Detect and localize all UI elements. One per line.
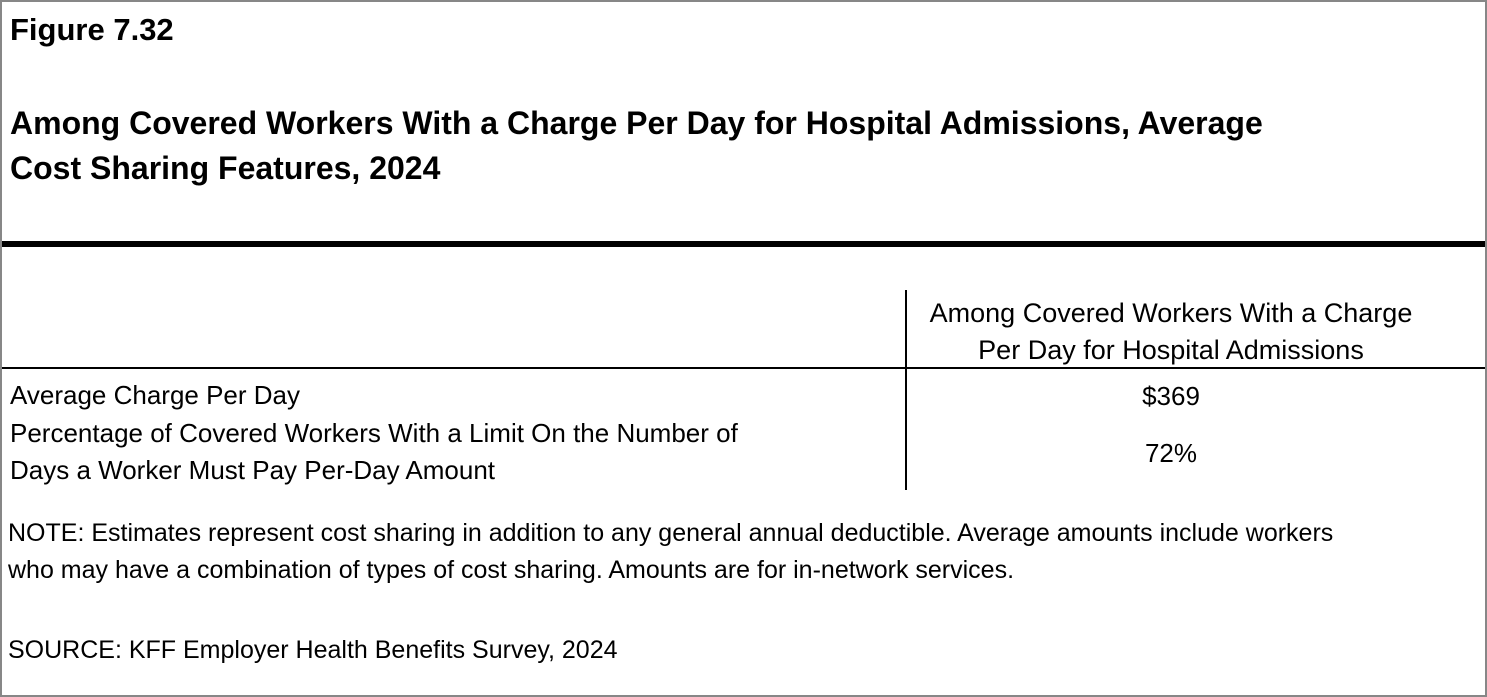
- table-row-label-average-charge: Average Charge Per Day: [10, 380, 301, 410]
- column-header-underline-rule: [2, 367, 1485, 369]
- table-row-value-percentage-limit: 72%: [1144, 438, 1198, 468]
- table-row-value-average-charge: $369: [1142, 381, 1200, 411]
- header-divider-rule: [2, 241, 1485, 247]
- table-vertical-divider: [905, 290, 907, 490]
- table-row-label-percentage-limit: Percentage of Covered Workers With a Lim…: [10, 418, 738, 485]
- figure-note: NOTE: Estimates represent cost sharing i…: [8, 519, 1334, 584]
- figure-number: Figure 7.32: [10, 12, 174, 47]
- figure-title: Among Covered Workers With a Charge Per …: [10, 105, 1263, 186]
- figure-source: SOURCE: KFF Employer Health Benefits Sur…: [8, 636, 618, 664]
- table-column-header: Among Covered Workers With a Charge Per …: [929, 298, 1413, 365]
